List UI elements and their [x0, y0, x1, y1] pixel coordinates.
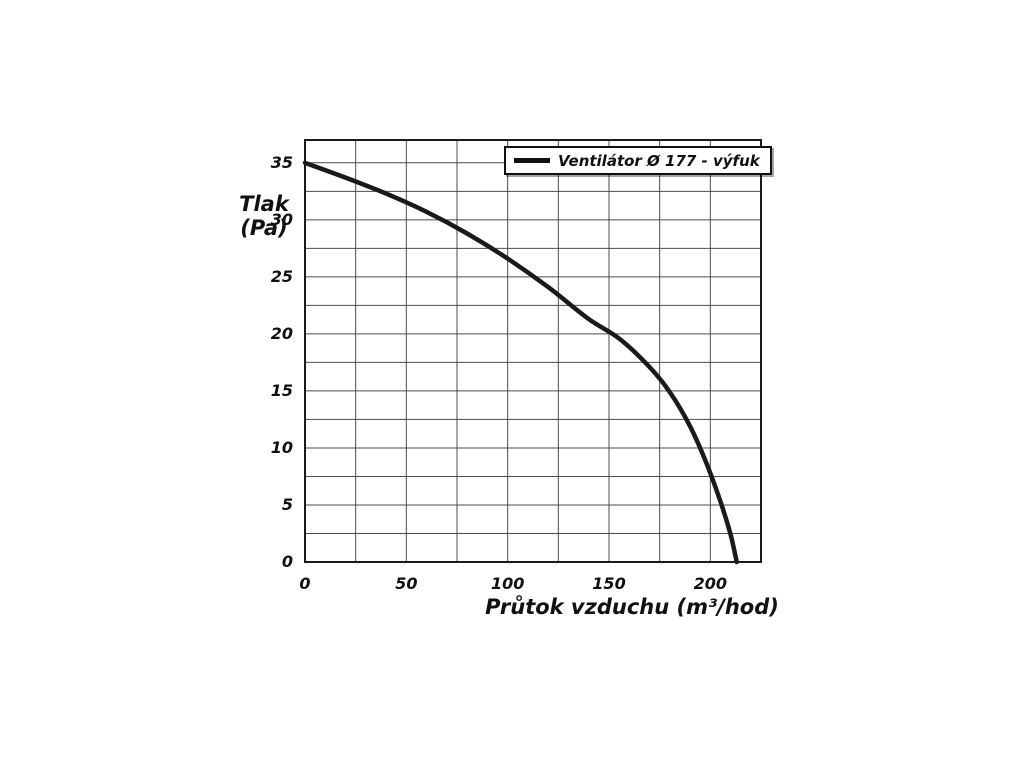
- plot-border: [304, 139, 762, 563]
- x-axis-title: Průtok vzduchu (m³/hod): [485, 595, 779, 619]
- x-tick-label-150: 150: [592, 574, 626, 593]
- x-tick-label-100: 100: [490, 574, 525, 593]
- y-tick-label-10: 10: [270, 437, 293, 457]
- legend-label: Ventilátor Ø 177 - výfuk: [558, 151, 760, 170]
- y-tick-label-0: 0: [281, 552, 293, 571]
- x-tick-label-200: 200: [693, 574, 728, 593]
- y-tick-label-5: 5: [281, 494, 293, 514]
- x-tick-label-0: 0: [299, 574, 311, 593]
- y-axis-title-line1: Tlak: [239, 192, 289, 216]
- y-tick-label-15: 15: [270, 380, 293, 400]
- fan-curve: [302, 160, 739, 565]
- legend-line-sample: [514, 158, 550, 163]
- x-tick-label-50: 50: [395, 574, 418, 593]
- y-tick-label-20: 20: [270, 323, 293, 343]
- y-axis-title-line2: (Pa): [240, 215, 288, 240]
- y-axis-title: Tlak (Pa): [232, 192, 296, 240]
- legend: Ventilátor Ø 177 - výfuk: [504, 146, 772, 175]
- y-tick-label-35: 35: [270, 152, 293, 172]
- y-tick-label-30: 30: [270, 209, 293, 229]
- y-tick-label-25: 25: [270, 266, 293, 286]
